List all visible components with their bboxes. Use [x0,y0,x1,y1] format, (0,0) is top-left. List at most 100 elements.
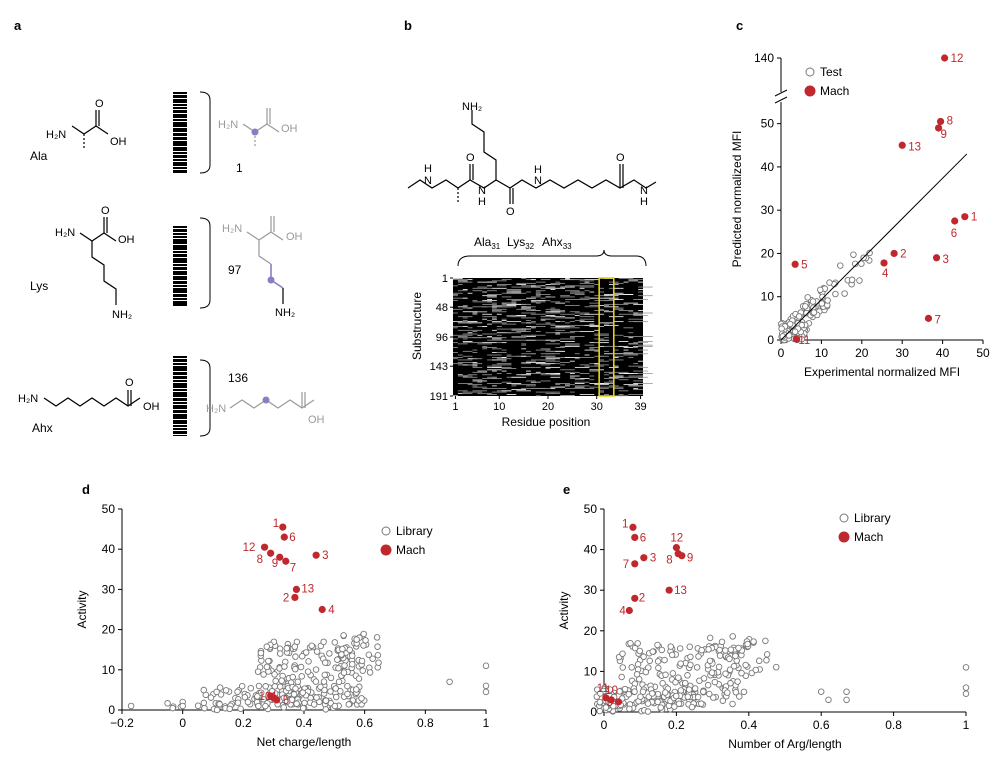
heatmap-cell [545,308,551,310]
heatmap-cell [633,299,643,300]
heatmap-cell [482,291,488,293]
library-point [744,640,751,648]
peptide-backbone [407,110,657,204]
nh-label-5: N [534,175,542,187]
library-point [662,689,669,696]
heatmap-cell [535,363,546,365]
heatmap-cell [579,357,595,358]
mach-point-2 [291,593,299,602]
mach-point-label-9: 9 [272,558,278,570]
x-tick-label: 1 [483,716,490,730]
library-point [283,645,291,652]
barcode-gap [173,98,187,99]
barcode-gap [173,118,187,119]
heatmap-cell [521,334,536,336]
heatmap-cell [521,317,531,319]
heatmap-cell [550,310,566,311]
mach-point-9 [934,124,943,132]
x-tick-label: 0.8 [885,718,902,732]
heatmap-cell [623,376,634,378]
library-point [856,277,863,284]
heatmap-cell [521,374,531,376]
heatmap-cell [618,310,634,311]
library-point [216,700,223,708]
heatmap-cell [477,363,483,365]
heatmap-cell [462,320,468,321]
library-point [661,656,668,664]
lys-amine: H₂N [55,227,75,239]
heatmap-cell [506,373,512,374]
ala-highlight-atom [251,128,259,136]
heatmap-cell [569,321,575,323]
heatmap-cell [633,312,639,314]
heatmap-cell [535,331,541,332]
library-point [715,663,723,671]
heatmap-cell [496,342,502,344]
ala-oxygen: O [95,98,104,110]
heatmap-cell [555,302,566,304]
heatmap-cell [604,324,619,326]
library-point [283,698,291,705]
heatmap-cell [569,326,575,327]
heatmap-cell [535,371,541,373]
heatmap-cell [491,322,507,324]
plot-d-legend: Library Mach [380,524,433,557]
barcode-gap [173,154,187,155]
mach-point-7 [631,560,639,568]
axis-break-gap [775,92,787,102]
heatmap-cell [569,292,585,294]
barcode-gap [173,263,187,264]
heatmap-cell [540,297,546,299]
library-point [750,638,757,645]
heatmap-cell [545,332,556,334]
barcode-gap [173,430,187,431]
heatmap-cell [574,383,585,384]
plot-d-axes [121,509,486,711]
library-point [726,655,733,663]
heatmap-cell [530,327,536,329]
heatmap-cell [530,362,546,363]
fit-line [780,153,968,341]
heatmap-cell [569,360,575,362]
heatmap-cell [550,308,561,310]
ala-index: 1 [236,161,243,175]
library-point [322,706,329,713]
heatmap-cell [574,315,580,316]
library-point [482,688,490,696]
heatmap-cell [496,285,507,287]
heatmap-cell [535,387,551,389]
heatmap-cell [487,281,497,283]
library-point [340,632,347,639]
heatmap-cell [511,336,527,337]
heatmap-cell [453,295,458,297]
library-point [810,309,818,316]
heatmap-cell [579,373,590,374]
heatmap-cell [613,294,619,295]
fingerprint-barcodes [173,92,187,436]
heatmap-cell [599,326,605,327]
heatmap-cell [638,383,653,384]
heatmap-cell [608,322,614,324]
heatmap-cell [633,353,648,355]
library-point [695,653,702,660]
heatmap-cell [482,303,497,305]
barcode-gap [173,158,187,159]
library-point [616,688,623,695]
heatmap-cell [501,349,507,351]
library-point [736,693,743,700]
heatmap-cell [472,331,478,332]
heatmap-cell [599,391,605,393]
library-point [272,677,279,685]
mach-point-label-13: 13 [908,141,921,153]
library-point [711,678,719,686]
heatmap-cell [584,349,600,351]
heatmap-cell [496,313,502,315]
lys-fragment-amine: H₂N [222,223,242,235]
library-point [338,651,345,658]
heatmap-cell [472,290,483,292]
heatmap-cell [506,321,522,323]
panel-label-a: a [14,18,22,33]
legend-library-marker [805,67,815,77]
library-point [843,688,850,695]
